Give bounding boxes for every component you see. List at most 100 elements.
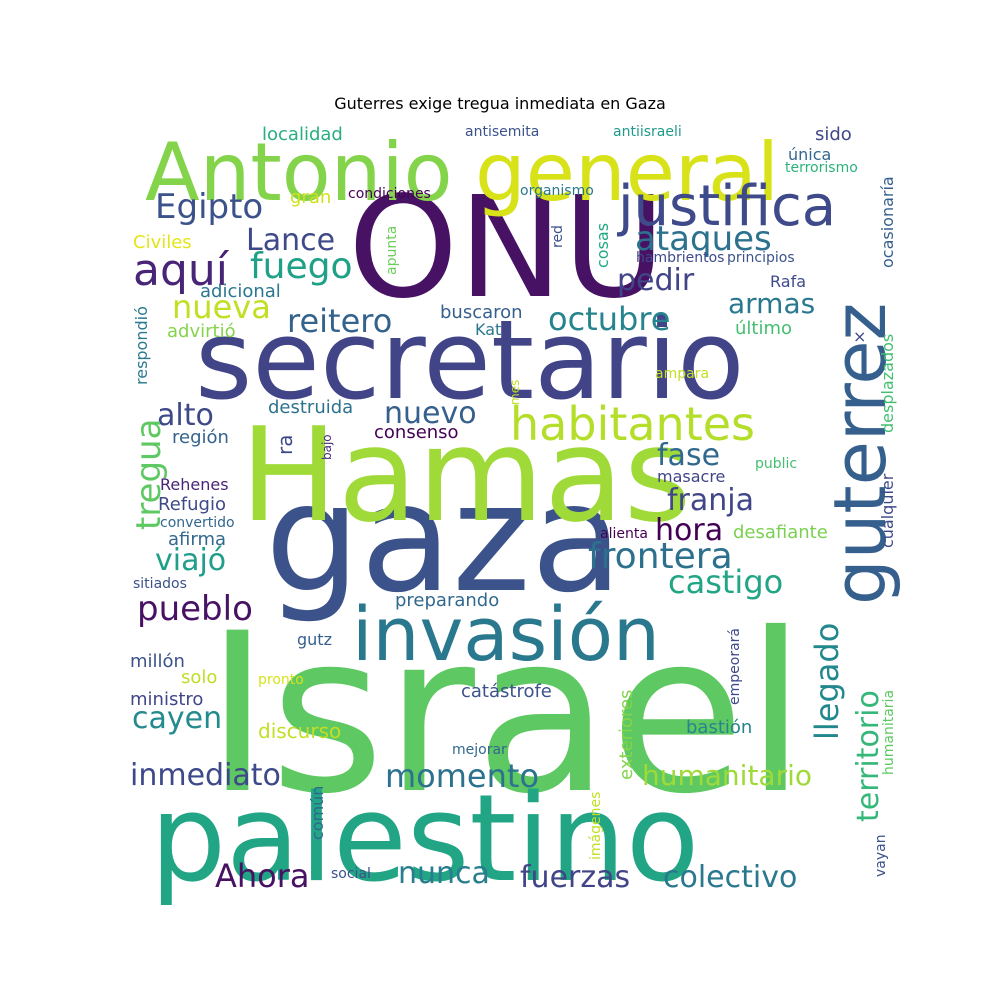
word-humanitario: humanitario: [642, 759, 812, 792]
word-nueva: nueva: [172, 288, 271, 326]
word-gran: gran: [290, 187, 331, 208]
word-onu: ONU: [348, 167, 665, 330]
word-consenso: consenso: [374, 422, 459, 443]
word-aqui: aquí: [133, 245, 230, 296]
chart-title: Guterres exige tregua inmediata en Gaza: [334, 94, 666, 113]
word-antiisraeli: antiisraeli: [613, 124, 682, 140]
word-organismo: organismo: [520, 183, 594, 199]
word-ministro: ministro: [130, 689, 203, 710]
word-justifica: justifica: [616, 174, 836, 239]
word-frontera: frontera: [588, 536, 733, 577]
word-habitantes: habitantes: [510, 397, 755, 451]
word-ra: ra: [273, 435, 297, 455]
word-kat: Kat: [475, 320, 501, 339]
word-convertido: convertido: [160, 515, 235, 531]
word-ataques: ataques: [635, 219, 772, 259]
word-gaza: gaza: [265, 452, 623, 626]
word-comun: común: [308, 786, 327, 840]
word-ampara: ampara: [655, 366, 709, 382]
word-palestino: palestino: [150, 770, 699, 909]
word-region: región: [172, 427, 229, 448]
word-lance: Lance: [246, 223, 335, 258]
word-apunta: apunta: [384, 226, 400, 275]
word-unica: única: [788, 145, 831, 164]
word-colectivo: colectivo: [663, 860, 797, 895]
word-franja: franja: [667, 483, 754, 518]
word-solo: solo: [181, 667, 217, 688]
word-inmediato: inmediato: [130, 758, 281, 793]
word-alto: alto: [157, 398, 214, 433]
word-ocasionaria: ocasionaría: [878, 176, 897, 268]
word-castigo: castigo: [668, 563, 783, 601]
word-reitero: reitero: [287, 302, 392, 340]
word-masacre: masacre: [657, 467, 725, 486]
word-rafa: Rafa: [770, 272, 806, 291]
word-public: public: [755, 456, 797, 472]
word-antisemita: antisemita: [465, 124, 539, 140]
word-empeorara: empeorará: [727, 628, 743, 705]
word-millon: millón: [130, 651, 185, 672]
word-pronto: pronto: [258, 672, 304, 688]
word-ahora: Ahora: [215, 857, 310, 895]
word-egipto: Egipto: [155, 187, 263, 227]
word-principios: principios: [727, 250, 795, 266]
word-mes: mes: [508, 380, 522, 405]
word-tregua: tregua: [129, 419, 169, 530]
word-advirtio: advirtió: [167, 321, 236, 342]
word-momento: momento: [385, 757, 539, 795]
word-secretario: secretario: [195, 296, 745, 424]
word-general: general: [475, 126, 779, 219]
word-mejorar: mejorar: [452, 742, 507, 758]
word-alienta: alienta: [600, 526, 648, 542]
word-llegado: llegado: [808, 623, 846, 740]
word-cosas: cosas: [593, 223, 612, 268]
word-red: red: [550, 225, 566, 248]
word-antonio: Antonio: [145, 126, 453, 219]
word-condiciones: condiciones: [348, 186, 431, 202]
word-refugio: Refugio: [158, 494, 226, 515]
word-bastion: bastión: [686, 717, 752, 738]
word-rehenes: Rehenes: [160, 475, 229, 494]
word-nuevo: nuevo: [384, 396, 477, 431]
word-symbol: ×: [853, 327, 866, 346]
word-humanitaria: humanitaria: [881, 690, 897, 775]
word-pueblo: pueblo: [137, 589, 253, 629]
word-terrorismo: terrorismo: [785, 160, 858, 176]
word-israel: Israel: [205, 586, 806, 842]
word-imagenes: imágenes: [588, 792, 604, 860]
word-sido: sido: [815, 124, 852, 145]
word-afirma: afirma: [168, 529, 226, 550]
word-nunca: nunca: [398, 856, 490, 891]
word-fuerzas: fuerzas: [520, 860, 630, 895]
word-destruida: destruida: [268, 397, 353, 418]
word-cualquier: cualquier: [878, 473, 897, 548]
word-fuego: fuego: [250, 246, 353, 287]
word-civiles: Civiles: [133, 232, 192, 253]
word-desplazados: desplazados: [878, 334, 897, 433]
word-ultimo: último: [735, 318, 792, 339]
word-vayan: vayan: [873, 834, 889, 877]
word-fase: fase: [657, 438, 720, 473]
word-territorio: territorio: [851, 690, 886, 822]
word-preparando: preparando: [395, 590, 499, 611]
word-pedir: pedir: [617, 263, 695, 298]
word-exteriores: exteriores: [616, 690, 637, 780]
word-gutz: gutz: [297, 630, 332, 649]
word-localidad: localidad: [262, 124, 343, 145]
word-hambrientos: hambrientos: [636, 250, 724, 266]
word-sitiados: sitiados: [133, 576, 187, 592]
word-invasion: invasión: [352, 592, 660, 678]
word-social: social: [331, 866, 371, 882]
word-octubre: octubre: [548, 300, 670, 338]
word-catastrofe: catástrofe: [461, 681, 552, 702]
word-adicional: adicional: [200, 281, 281, 302]
word-guterrez: guterrez: [818, 303, 902, 605]
word-bajo: bajo: [320, 434, 334, 460]
word-cayen: cayen: [132, 701, 222, 736]
word-hora: hora: [655, 513, 723, 548]
word-buscaron: buscaron: [440, 302, 523, 323]
word-viajo: viajó: [155, 543, 226, 578]
word-respondio: respondió: [132, 306, 151, 385]
word-discurso: discurso: [258, 719, 341, 743]
